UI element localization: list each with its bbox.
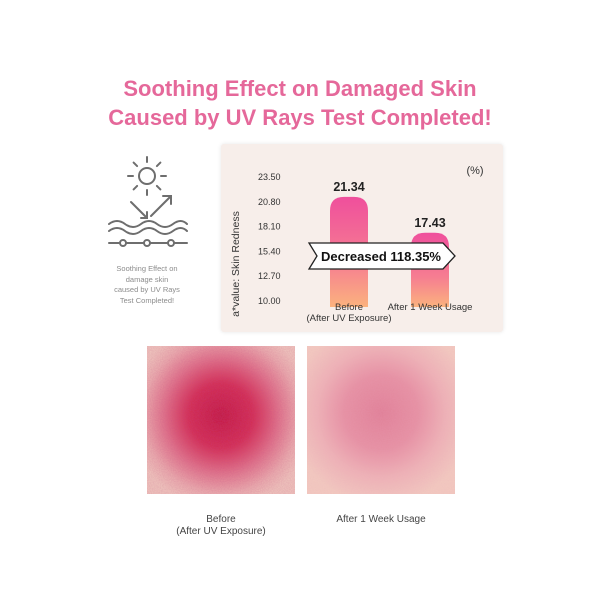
caption-line: After 1 Week Usage	[336, 514, 426, 525]
y-tick-label: 15.40	[258, 246, 281, 256]
skin-redness-after-image	[307, 346, 455, 494]
image-caption-before: Before (After UV Exposure)	[141, 514, 301, 538]
y-tick-label: 18.10	[258, 222, 281, 232]
caption-line: Before	[206, 514, 236, 525]
y-tick-label: 23.50	[258, 172, 281, 182]
bar-chart: a*value: Skin Redness (%) 23.50 20.80 18.1…	[230, 165, 484, 324]
chart-card: a*value: Skin Redness (%) 23.50 20.80 18.1…	[221, 144, 503, 332]
skin-redness-before-image	[147, 346, 295, 494]
uv-skin-icon	[108, 156, 188, 247]
title-line-2: Caused by UV Rays Test Completed!	[108, 105, 492, 130]
decrease-arrow	[307, 242, 456, 270]
x-tick-label: After 1 Week Usage	[388, 302, 473, 313]
y-tick-label: 10.00	[258, 296, 281, 306]
caption-line: damage skin	[125, 274, 169, 284]
value-label: 17.43	[414, 216, 445, 230]
uv-info-caption: Soothing Effect on damage skin caused by…	[97, 264, 197, 306]
unit-label: (%)	[466, 165, 483, 177]
uv-info-block: Soothing Effect on damage skin caused by…	[92, 152, 202, 306]
caption-line: caused by UV Rays	[114, 285, 180, 294]
value-label: 21.34	[333, 180, 364, 194]
title-line-1: Soothing Effect on Damaged Skin	[123, 76, 477, 101]
y-axis-label: a*value: Skin Redness	[230, 211, 242, 317]
y-tick-label: 12.70	[258, 271, 281, 281]
x-tick-label: Before	[335, 302, 363, 313]
caption-line: Soothing Effect on	[116, 264, 178, 273]
caption-line: (After UV Exposure)	[176, 526, 266, 537]
page-title: Soothing Effect on Damaged Skin Caused b…	[0, 74, 600, 132]
y-tick-label: 20.80	[258, 197, 281, 207]
x-tick-label: (After UV Exposure)	[307, 313, 392, 324]
caption-line: Test Completed!	[119, 295, 175, 305]
decrease-annotation: Decreased 118.35%	[321, 249, 441, 264]
image-caption-after: After 1 Week Usage	[301, 514, 461, 526]
